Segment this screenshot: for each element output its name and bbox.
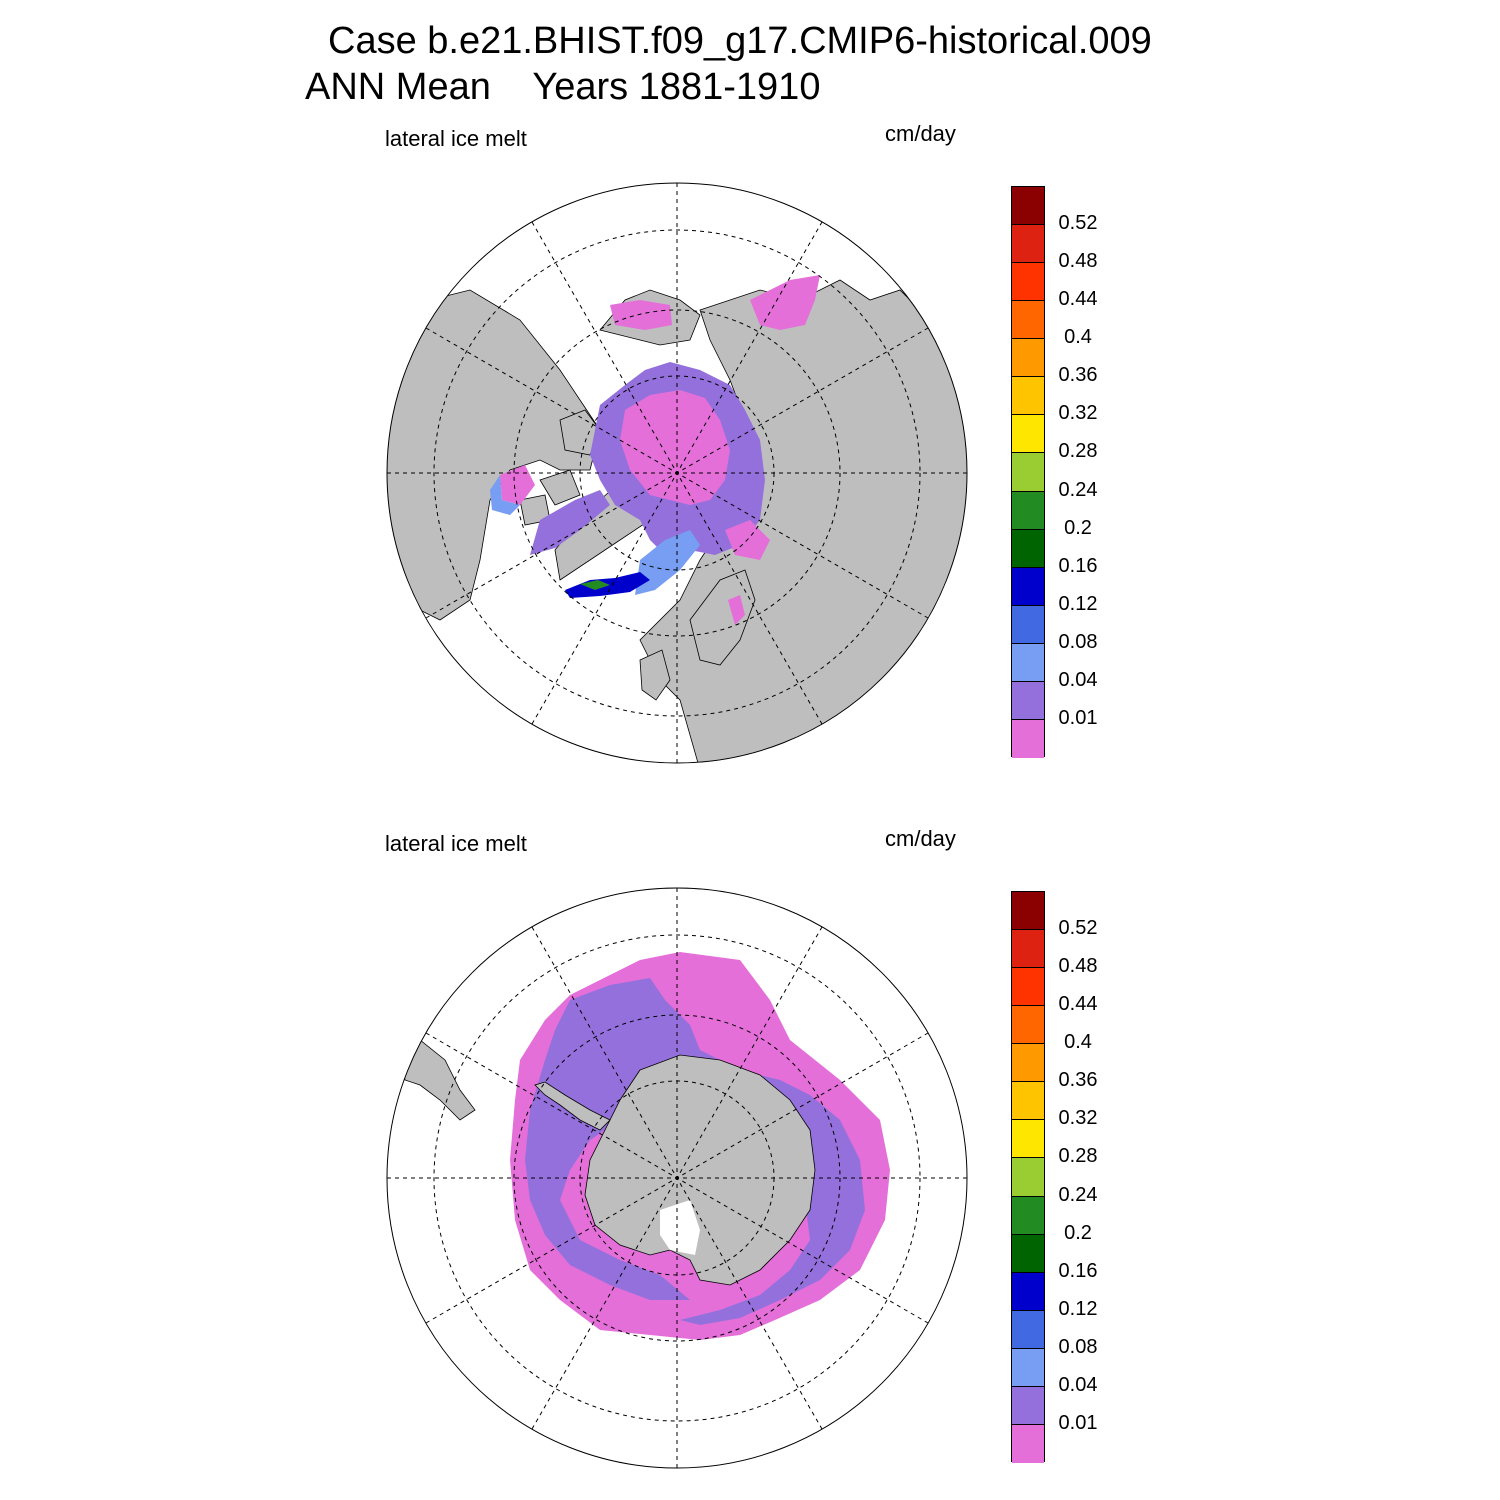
north-colorbar-box [1012, 491, 1044, 530]
south-graticule [387, 888, 967, 1468]
south-colorbar-tick-label: 0.01 [1058, 1411, 1098, 1434]
north-colorbar-tick-label: 0.01 [1058, 706, 1098, 729]
north-ice-okhotsk [750, 275, 820, 330]
south-colorbar-box [1012, 1158, 1044, 1197]
north-colorbar [1011, 186, 1045, 758]
north-colorbar-box [1012, 567, 1044, 606]
south-colorbar-tick-label: 0.08 [1058, 1335, 1098, 1358]
south-colorbar-box [1012, 930, 1044, 969]
figure-title-line2: ANN Mean Years 1881-1910 [305, 66, 821, 108]
north-map-border [386, 182, 968, 764]
south-colorbar-tick-label: 0.28 [1058, 1145, 1098, 1168]
south-colorbar-box [1012, 1234, 1044, 1273]
north-colorbar-box [1012, 643, 1044, 682]
north-colorbar-tick-label: 0.48 [1058, 250, 1098, 273]
south-colorbar-box [1012, 1196, 1044, 1235]
north-colorbar-tick-label: 0.44 [1058, 288, 1098, 311]
north-colorbar-tick-label: 0.2 [1064, 516, 1092, 539]
south-units-label: cm/day [885, 826, 956, 851]
north-ice-hudson-ring [490, 475, 520, 515]
north-land-britain [639, 649, 671, 701]
south-colorbar-tick-label: 0.52 [1058, 917, 1098, 940]
north-colorbar-box [1012, 339, 1044, 378]
north-colorbar-box [1012, 681, 1044, 720]
south-map-border [386, 887, 968, 1469]
south-colorbar [1011, 891, 1045, 1463]
north-colorbar-box [1012, 529, 1044, 568]
north-colorbar-box [1012, 187, 1044, 226]
south-colorbar-box [1012, 968, 1044, 1007]
south-colorbar-box [1012, 1006, 1044, 1045]
north-colorbar-tick-label: 0.28 [1058, 440, 1098, 463]
south-colorbar-tick-label: 0.32 [1058, 1107, 1098, 1130]
south-colorbar-tick-label: 0.44 [1058, 993, 1098, 1016]
north-ice-bering [610, 300, 672, 330]
north-land-scandinavia [689, 569, 756, 666]
south-colorbar-tick-label: 0.48 [1058, 955, 1098, 978]
north-colorbar-tick-label: 0.12 [1058, 592, 1098, 615]
south-colorbar-box [1012, 1272, 1044, 1311]
north-colorbar-tick-label: 0.08 [1058, 630, 1098, 653]
north-colorbar-box [1012, 605, 1044, 644]
north-colorbar-tick-label: 0.36 [1058, 364, 1098, 387]
south-colorbar-tick-label: 0.04 [1058, 1373, 1098, 1396]
south-land-samerica [399, 1039, 476, 1121]
north-colorbar-tick-label: 0.24 [1058, 478, 1098, 501]
north-colorbar-box [1012, 719, 1044, 758]
north-variable-label: lateral ice melt [385, 126, 527, 151]
north-colorbar-tick-label: 0.4 [1064, 326, 1092, 349]
north-colorbar-box [1012, 263, 1044, 302]
south-colorbar-box [1012, 1424, 1044, 1463]
south-colorbar-box [1012, 1044, 1044, 1083]
south-colorbar-tick-label: 0.2 [1064, 1221, 1092, 1244]
south-polar-map [387, 888, 967, 1468]
south-ross-shelf [660, 1200, 700, 1255]
north-colorbar-box [1012, 225, 1044, 264]
north-ice-hudson [500, 465, 535, 505]
south-colorbar-tick-label: 0.12 [1058, 1297, 1098, 1320]
south-colorbar-tick-label: 0.4 [1064, 1031, 1092, 1054]
south-colorbar-box [1012, 1348, 1044, 1387]
north-land-america [387, 289, 601, 621]
south-variable-label: lateral ice melt [385, 831, 527, 856]
north-colorbar-tick-label: 0.32 [1058, 402, 1098, 425]
south-colorbar-tick-label: 0.16 [1058, 1259, 1098, 1282]
figure-title-line1: Case b.e21.BHIST.f09_g17.CMIP6-historica… [328, 20, 1152, 62]
north-ice-baffin [530, 490, 610, 555]
south-colorbar-box [1012, 1120, 1044, 1159]
north-colorbar-tick-label: 0.16 [1058, 554, 1098, 577]
north-colorbar-tick-label: 0.04 [1058, 668, 1098, 691]
north-graticule [387, 183, 967, 763]
north-colorbar-tick-label: 0.52 [1058, 212, 1098, 235]
south-land-peninsula [534, 1081, 611, 1131]
north-colorbar-box [1012, 377, 1044, 416]
south-colorbar-box [1012, 1386, 1044, 1425]
north-ice-greenland-east-green [580, 580, 610, 590]
south-ice-mid [525, 978, 865, 1325]
south-colorbar-tick-label: 0.24 [1058, 1183, 1098, 1206]
south-colorbar-box [1012, 1082, 1044, 1121]
north-colorbar-box [1012, 415, 1044, 454]
north-ice-greenland-east-blue [635, 530, 700, 595]
north-ice-inner [620, 390, 730, 505]
south-colorbar-box [1012, 892, 1044, 931]
north-units-label: cm/day [885, 121, 956, 146]
south-colorbar-box [1012, 1310, 1044, 1349]
north-colorbar-box [1012, 301, 1044, 340]
north-ice-baltic [728, 595, 745, 625]
north-colorbar-box [1012, 453, 1044, 492]
south-colorbar-tick-label: 0.36 [1058, 1069, 1098, 1092]
north-polar-map [387, 183, 967, 763]
